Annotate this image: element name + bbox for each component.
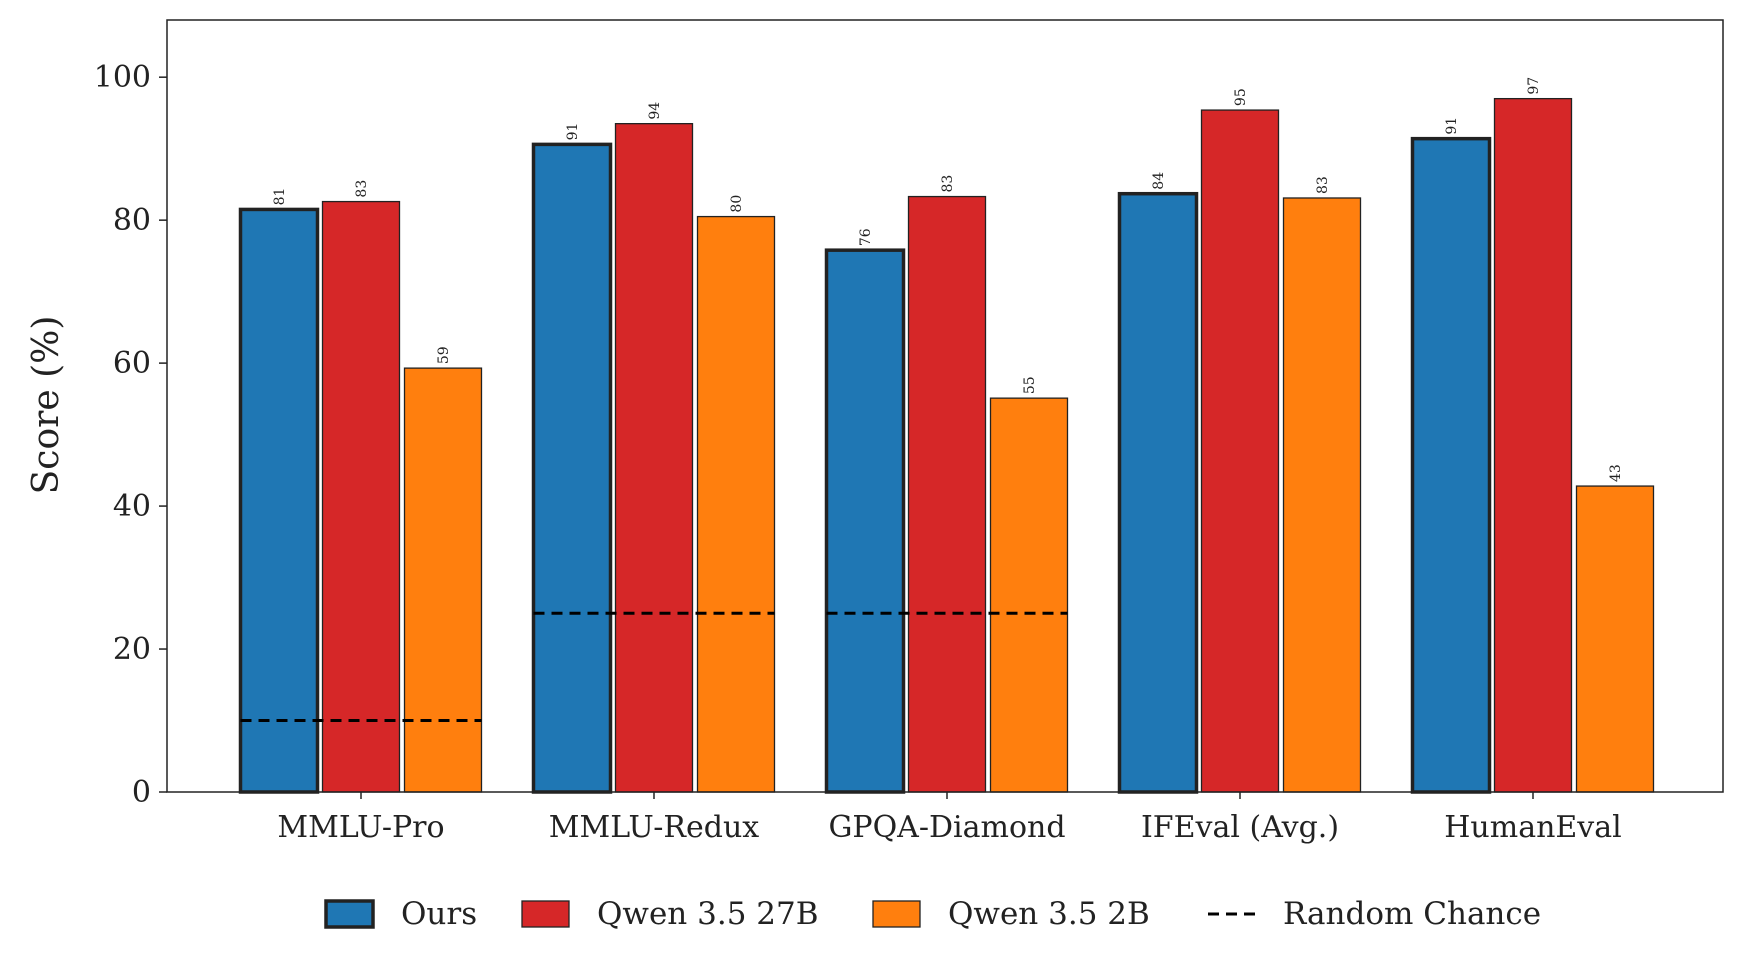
bar-qwen-3-5-2b-mmlu-redux [696,215,776,793]
data-label: 91 [1444,117,1460,135]
bar-ours-gpqa-diamond [824,248,906,794]
legend-swatch [872,900,921,928]
data-label: 76 [858,228,874,246]
bar-qwen-3-5-2b-ifeval-avg- [1282,197,1362,793]
data-label: 84 [1151,172,1167,190]
legend-swatch [324,899,375,929]
axes-layer: MMLU-Pro MMLU-Redux GPQA-Diamond IFEval (Av… [94,19,1724,845]
data-label: 55 [1022,376,1038,394]
data-label: 94 [647,102,663,120]
y-tick-label: 0 [132,775,151,810]
legend-entry-label: Qwen 3.5 2B [948,896,1150,932]
data-label: 83 [1315,176,1331,194]
y-tick-label: 60 [113,346,151,381]
bar-qwen-3-5-27b-gpqa-diamond [907,195,987,793]
bar-ours-humaneval [1410,136,1492,794]
legend-entry-label: Ours [401,896,477,932]
y-tick-label: 80 [113,203,151,238]
x-tick-label: HumanEval [1444,810,1621,845]
legend: Ours Qwen 3.5 27B Qwen 3.5 2B Random Chance [324,896,1541,932]
legend-swatch [521,900,570,928]
bar-qwen-3-5-2b-humaneval [1575,485,1655,793]
legend-entry-label: Random Chance [1283,896,1541,932]
random-chance-layer [240,611,1068,723]
x-tick-label: GPQA-Diamond [828,810,1065,845]
bars-layer [238,97,1655,794]
x-tick-label: MMLU-Pro [277,810,444,845]
plot-frame [166,19,1724,793]
data-label: 83 [940,175,956,193]
data-label: 80 [729,195,745,213]
bar-qwen-3-5-27b-mmlu-redux [614,122,694,793]
y-tick-label: 100 [94,60,151,95]
y-axis-label: Score (%) [26,316,67,495]
y-tick-label: 40 [113,489,151,524]
bar-ours-mmlu-pro [238,207,320,794]
data-label: 95 [1233,88,1249,106]
data-label: 43 [1608,464,1624,482]
data-label: 59 [436,346,452,364]
bar-ours-ifeval-avg- [1117,191,1199,794]
bar-qwen-3-5-27b-mmlu-pro [321,200,401,793]
x-tick-label: IFEval (Avg.) [1141,810,1339,845]
data-labels-layer: 81 83 59 91 94 80 76 83 55 84 95 83 91 97 43 [272,77,1624,482]
data-label: 83 [354,180,370,198]
y-tick-label: 20 [113,632,151,667]
data-label: 81 [272,188,288,206]
bar-qwen-3-5-2b-mmlu-pro [403,367,483,793]
bar-qwen-3-5-27b-ifeval-avg- [1200,109,1280,793]
legend-entry-label: Qwen 3.5 27B [597,896,819,932]
bar-qwen-3-5-2b-gpqa-diamond [989,397,1069,793]
data-label: 91 [565,123,581,141]
data-label: 97 [1526,77,1542,95]
bar-qwen-3-5-27b-humaneval [1493,97,1573,793]
bar-ours-mmlu-redux [531,142,613,794]
x-tick-label: MMLU-Redux [549,810,759,845]
